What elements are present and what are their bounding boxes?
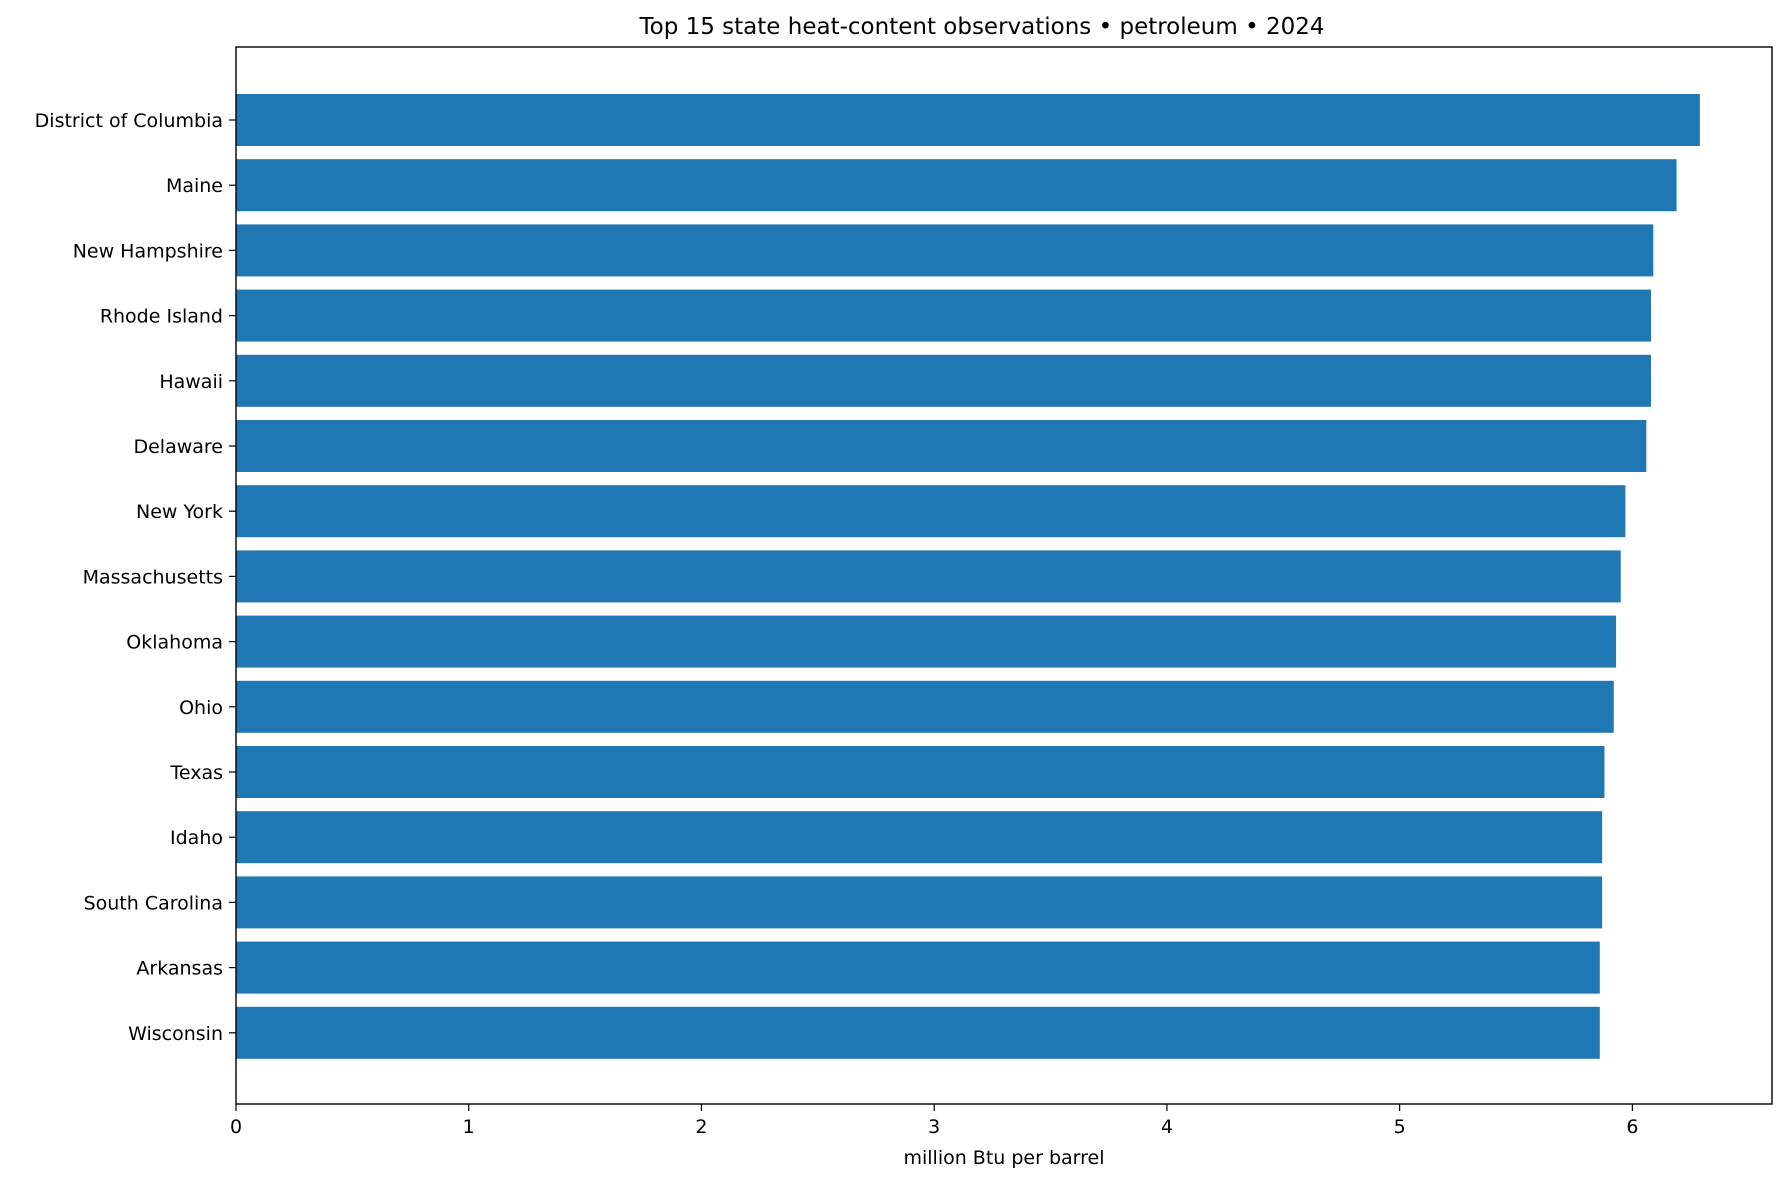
bar-south-carolina <box>236 876 1603 929</box>
x-tick-label: 1 <box>463 1116 475 1138</box>
y-axis-ticks: District of Columbia Maine New Hampshire Rh… <box>35 110 236 1045</box>
bar-maine <box>236 159 1677 212</box>
y-tick-label: Hawaii <box>159 371 223 393</box>
plot-frame <box>235 46 1773 1105</box>
x-axis-ticks: 0 1 2 3 4 5 6 <box>230 1104 1638 1138</box>
y-tick-label: Texas <box>169 762 223 784</box>
bar-texas <box>236 746 1605 798</box>
y-tick-label: Ohio <box>179 697 223 719</box>
y-tick-label: Maine <box>166 175 223 197</box>
y-tick-label: Rhode Island <box>100 306 223 328</box>
y-tick-label: New York <box>136 501 223 523</box>
y-tick-label: Wisconsin <box>128 1023 223 1045</box>
bar-wisconsin <box>236 1006 1600 1059</box>
x-tick-label: 2 <box>695 1116 707 1138</box>
bar-ohio <box>236 680 1614 733</box>
bars-group <box>236 94 1700 1059</box>
x-tick-label: 4 <box>1161 1116 1173 1138</box>
x-tick-label: 3 <box>928 1116 940 1138</box>
bar-delaware <box>236 420 1647 472</box>
y-tick-label: District of Columbia <box>35 110 223 132</box>
x-tick-label: 5 <box>1394 1116 1406 1138</box>
y-tick-label: Idaho <box>170 827 223 849</box>
x-tick-label: 0 <box>230 1116 242 1138</box>
bar-oklahoma <box>236 615 1617 668</box>
chart-title: Top 15 state heat-content observations •… <box>638 14 1324 40</box>
y-tick-label: New Hampshire <box>73 240 223 262</box>
bar-idaho <box>236 811 1603 864</box>
bar-district-of-columbia <box>236 94 1700 146</box>
y-tick-label: Delaware <box>133 436 223 458</box>
bar-arkansas <box>236 941 1600 994</box>
x-axis-label: million Btu per barrel <box>903 1147 1104 1169</box>
y-tick-label: Massachusetts <box>83 566 223 588</box>
bar-rhode-island <box>236 289 1651 342</box>
bar-new-york <box>236 485 1626 538</box>
y-tick-label: South Carolina <box>84 892 223 914</box>
bar-hawaii <box>236 354 1651 407</box>
y-tick-label: Arkansas <box>136 958 223 980</box>
y-tick-label: Oklahoma <box>126 632 223 654</box>
bar-new-hampshire <box>236 224 1654 277</box>
bar-massachusetts <box>236 550 1621 603</box>
x-tick-label: 6 <box>1626 1116 1638 1138</box>
